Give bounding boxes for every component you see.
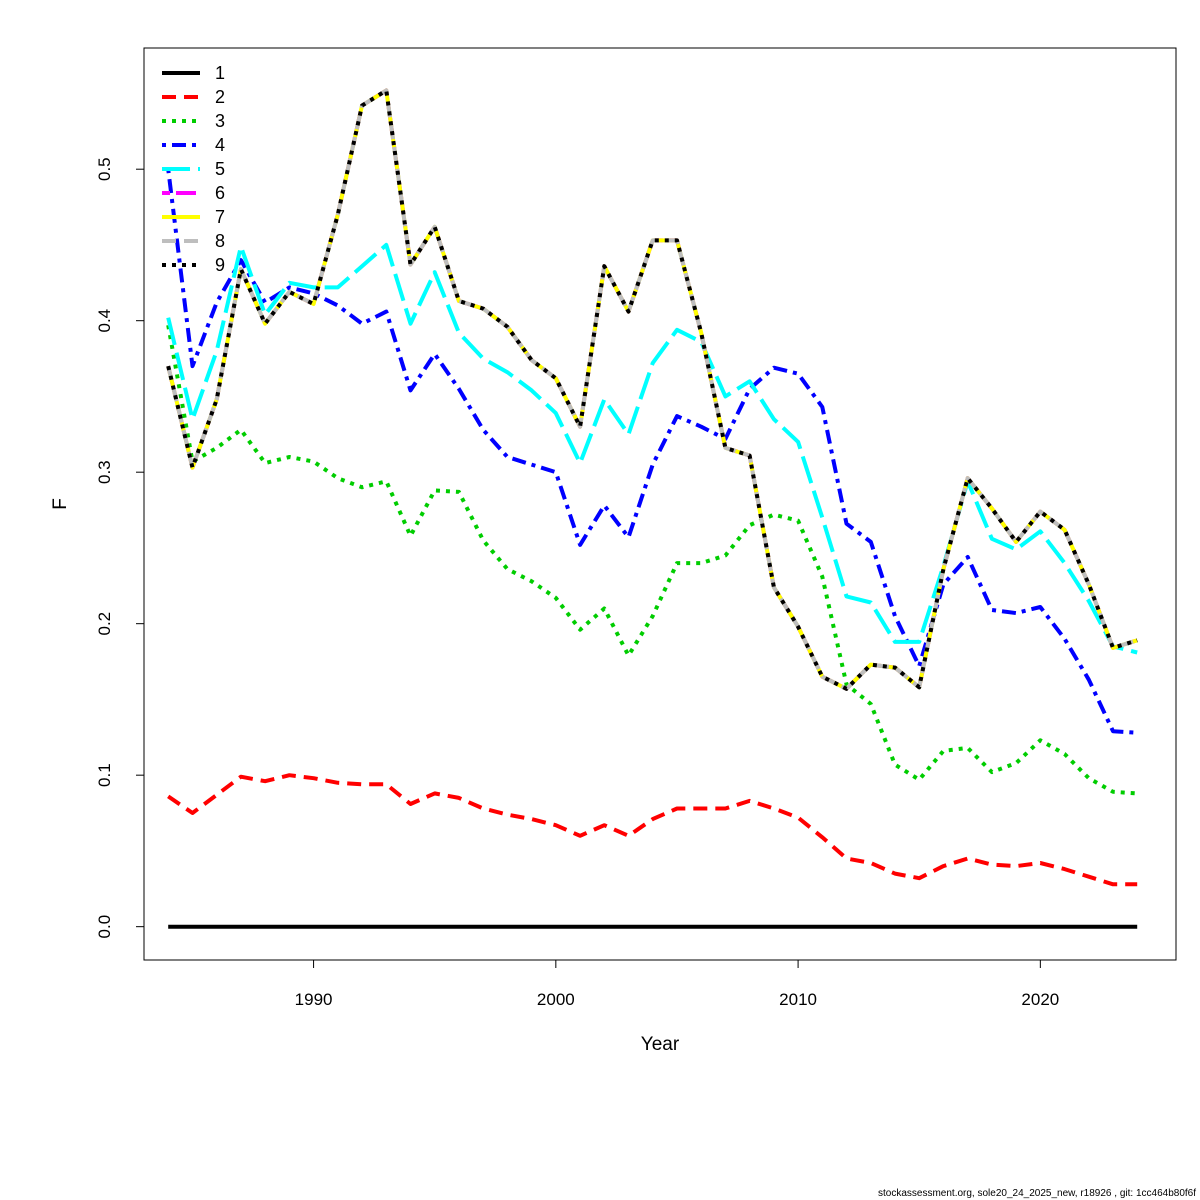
x-tick-label: 2010	[779, 990, 817, 1009]
x-tick-label: 2020	[1021, 990, 1059, 1009]
footer-credit: stockassessment.org, sole20_24_2025_new,…	[878, 1188, 1196, 1199]
y-tick-label: 0.0	[95, 915, 114, 939]
series-line-9	[166, 88, 1138, 691]
series-line-2	[167, 773, 1138, 887]
legend-entry-3: 3	[162, 111, 225, 131]
series-layer	[166, 88, 1138, 929]
legend-label: 1	[215, 63, 225, 83]
y-axis-title: F	[50, 498, 71, 510]
legend-entry-4: 4	[162, 135, 225, 155]
x-axis: 1990 2000 2010 2020	[295, 959, 1059, 1009]
legend-entry-7: 7	[162, 207, 225, 227]
legend-label: 7	[215, 207, 225, 227]
series-line-5	[166, 242, 1138, 655]
legend-entry-8: 8	[162, 231, 225, 251]
legend: 1 2 3 4 5 6 7 8 9	[162, 63, 225, 275]
legend-label: 2	[215, 87, 225, 107]
series-line-7	[166, 88, 1138, 691]
series-line-4	[166, 168, 1138, 735]
x-axis-title: Year	[641, 1034, 680, 1055]
legend-entry-5: 5	[162, 159, 225, 179]
legend-label: 4	[215, 135, 225, 155]
legend-label: 5	[215, 159, 225, 179]
legend-label: 6	[215, 183, 225, 203]
series-line-3	[166, 324, 1138, 796]
y-tick-label: 0.3	[95, 460, 114, 484]
legend-label: 9	[215, 255, 225, 275]
y-tick-label: 0.2	[95, 612, 114, 636]
series-line-8	[166, 88, 1138, 691]
legend-entry-2: 2	[162, 87, 225, 107]
y-axis: 0.0 0.1 0.2 0.3 0.4 0.5	[95, 157, 145, 939]
legend-entry-1: 1	[162, 63, 225, 83]
legend-entry-6: 6	[162, 183, 225, 203]
legend-entry-9: 9	[162, 255, 225, 275]
legend-label: 3	[215, 111, 225, 131]
y-tick-label: 0.4	[95, 309, 114, 333]
y-tick-label: 0.1	[95, 763, 114, 787]
series-line-6	[166, 88, 1138, 691]
x-tick-label: 1990	[295, 990, 333, 1009]
legend-label: 8	[215, 231, 225, 251]
x-tick-label: 2000	[537, 990, 575, 1009]
y-tick-label: 0.5	[95, 157, 114, 181]
plot-frame	[143, 47, 1177, 961]
